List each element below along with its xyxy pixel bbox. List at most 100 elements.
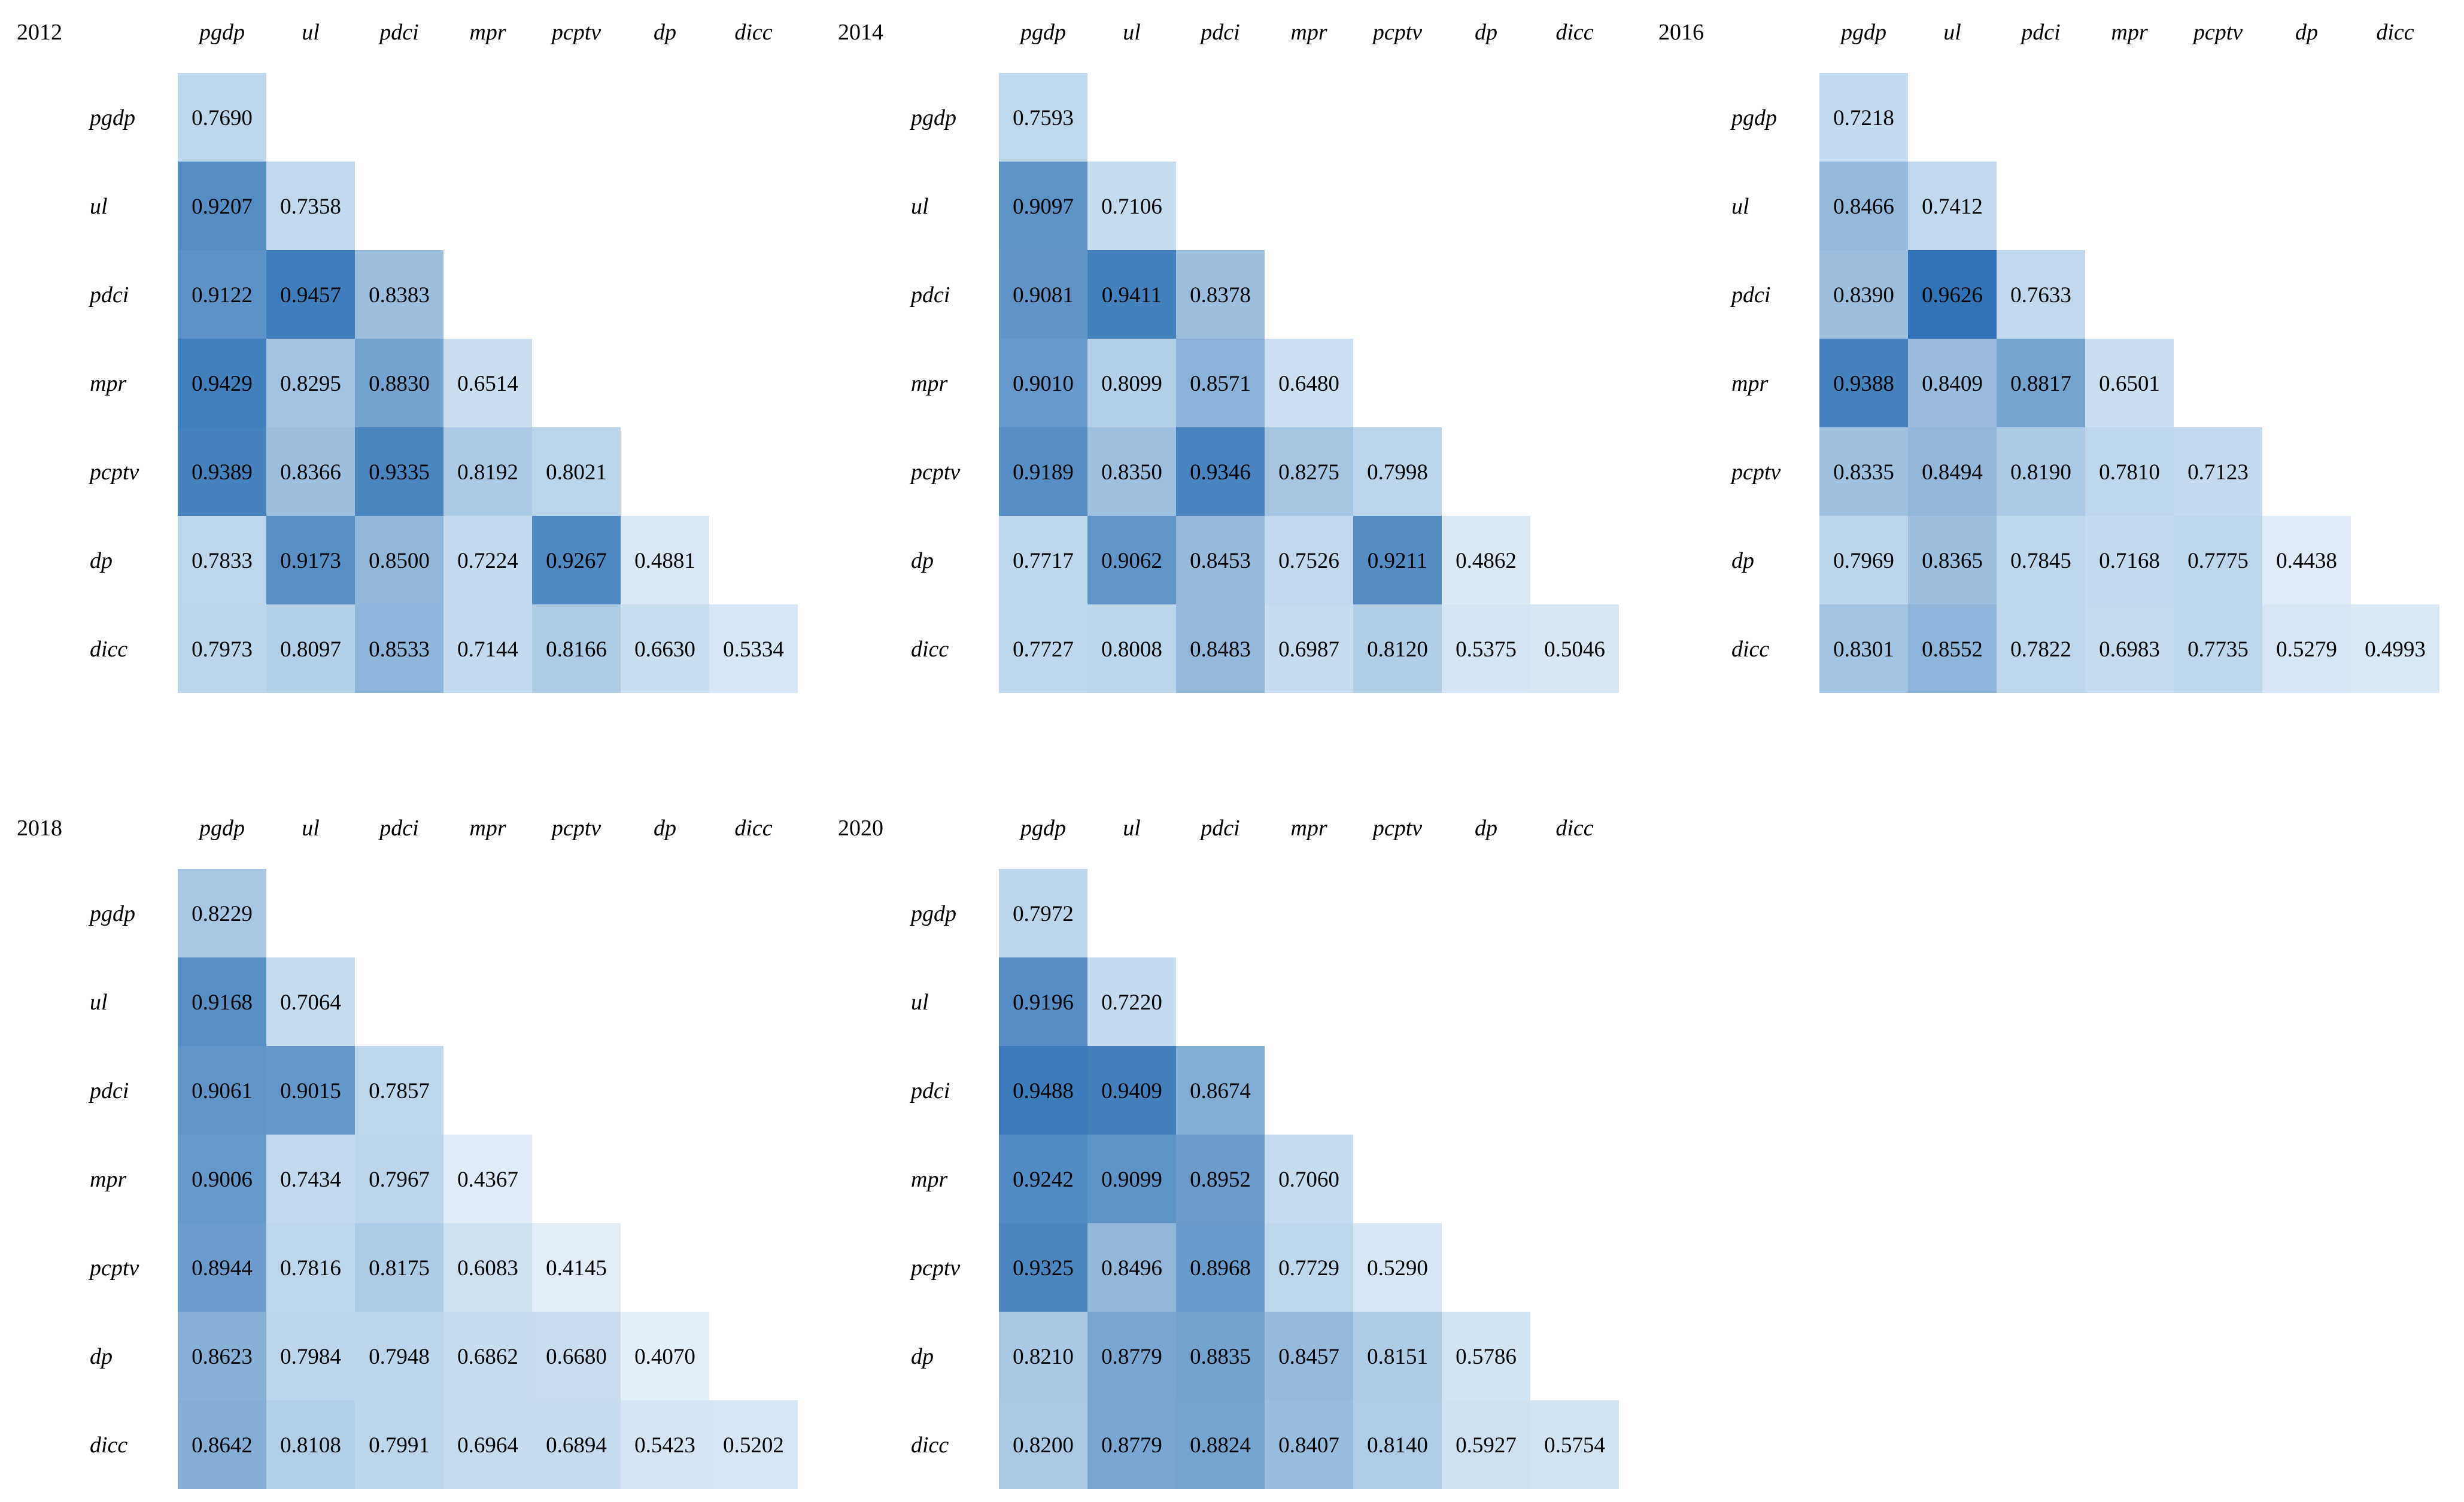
heatmap-cell: [178, 1046, 266, 1135]
row-label: pdci: [88, 1078, 129, 1103]
cell-value-label: 0.8552: [1922, 637, 1983, 662]
cell-value-label: 0.5279: [2276, 637, 2337, 662]
cell-value-label: 0.6480: [1278, 372, 1339, 396]
heatmap-cell: [178, 162, 266, 250]
heatmap-cell: [709, 604, 798, 693]
cell-value-label: 0.9242: [1013, 1167, 1074, 1192]
row-label: dicc: [90, 1433, 127, 1458]
row-label: pdci: [909, 282, 950, 308]
row-label: pcptv: [88, 460, 139, 485]
cell-value-label: 0.9325: [1013, 1256, 1074, 1281]
cell-value-label: 0.8378: [1190, 283, 1251, 308]
cell-value-label: 0.7060: [1278, 1167, 1339, 1192]
cell-value-label: 0.8494: [1922, 460, 1983, 485]
cell-value-label: 0.7967: [369, 1167, 430, 1192]
heatmap-cell: [178, 339, 266, 427]
cell-value-label: 0.8453: [1190, 549, 1251, 573]
heatmap-cell: [178, 250, 266, 339]
column-header: dicc: [1555, 20, 1593, 45]
heatmap-cell: [532, 1223, 621, 1312]
row-label: ul: [90, 990, 108, 1015]
heatmap-cell: [266, 1135, 355, 1223]
cell-value-label: 0.7973: [192, 637, 253, 662]
cell-value-label: 0.7972: [1013, 902, 1074, 926]
cell-value-label: 0.5290: [1367, 1256, 1428, 1281]
column-header: dicc: [2376, 20, 2414, 45]
heatmap-cell: [266, 427, 355, 516]
heatmap-cell: [1819, 427, 1908, 516]
heatmap-cell: [999, 1046, 1087, 1135]
cell-value-label: 0.7735: [2187, 637, 2249, 662]
cell-value-label: 0.8151: [1367, 1345, 1428, 1369]
heatmap-panel-2014: 2014 pgdp ul pdci mpr pcptv dp dicc pgdp ul pdci mp…: [838, 20, 1619, 693]
cell-value-label: 0.8366: [280, 460, 341, 485]
heatmap-cell: [1087, 1312, 1176, 1400]
cell-value-label: 0.9062: [1101, 549, 1162, 573]
heatmap-cell: [355, 339, 443, 427]
cell-value-label: 0.8365: [1922, 549, 1983, 573]
heatmap-cell: [443, 1400, 532, 1489]
cell-value-label: 0.7526: [1278, 549, 1339, 573]
heatmap-cell: [1176, 1400, 1265, 1489]
heatmap-cell: [1908, 339, 1997, 427]
cell-value-label: 0.7984: [280, 1345, 341, 1369]
row-label: mpr: [1731, 371, 1768, 396]
column-header: pgdp: [198, 20, 245, 45]
cell-value-label: 0.8830: [369, 372, 430, 396]
cell-value-label: 0.8533: [369, 637, 430, 662]
cell-value-label: 0.8968: [1190, 1256, 1251, 1281]
heatmap-cell: [178, 1312, 266, 1400]
heatmap-cell: [1442, 604, 1530, 693]
cell-value-label: 0.8229: [192, 902, 253, 926]
cell-value-label: 0.9006: [192, 1167, 253, 1192]
row-label: pdci: [909, 1078, 950, 1103]
heatmap-cell: [2085, 427, 2174, 516]
heatmap-cell: [1353, 1312, 1442, 1400]
heatmap-cell: [266, 1400, 355, 1489]
heatmap-cell: [1265, 604, 1353, 693]
heatmap-cell: [1265, 516, 1353, 604]
cell-value-label: 0.8409: [1922, 372, 1983, 396]
row-label: pgdp: [88, 105, 135, 130]
cell-value-label: 0.8483: [1190, 637, 1251, 662]
cell-value-label: 0.8140: [1367, 1433, 1428, 1458]
heatmap-cell: [1442, 1312, 1530, 1400]
heatmap-panel-2012: 2012 pgdp ul pdci mpr pcptv dp dicc pgdp ul pdci mp…: [17, 20, 798, 693]
heatmap-cell: [266, 162, 355, 250]
row-label: dicc: [911, 637, 949, 662]
heatmap-cell: [999, 869, 1087, 957]
row-label: pcptv: [909, 460, 960, 485]
heatmap-cell: [1087, 957, 1176, 1046]
cell-value-label: 0.8383: [369, 283, 430, 308]
heatmap-cell: [999, 957, 1087, 1046]
cell-value-label: 0.8457: [1278, 1345, 1339, 1369]
column-header: mpr: [469, 20, 506, 45]
column-header: mpr: [2111, 20, 2147, 45]
heatmap-cell: [1265, 1312, 1353, 1400]
panel-title: 2014: [838, 20, 883, 45]
heatmap-cell: [355, 1223, 443, 1312]
heatmap-cell: [355, 1046, 443, 1135]
cell-value-label: 0.8779: [1101, 1345, 1162, 1369]
cell-value-label: 0.7106: [1101, 194, 1162, 219]
heatmap-cell: [178, 73, 266, 162]
row-label: ul: [90, 194, 108, 219]
heatmap-cell: [999, 1223, 1087, 1312]
cell-value-label: 0.8496: [1101, 1256, 1162, 1281]
heatmap-cell: [1908, 162, 1997, 250]
cell-value-label: 0.8835: [1190, 1345, 1251, 1369]
cell-value-label: 0.6630: [634, 637, 695, 662]
heatmap-cell: [178, 1135, 266, 1223]
heatmap-cell: [2262, 516, 2351, 604]
heatmap-cell: [709, 1400, 798, 1489]
heatmap-cell: [355, 250, 443, 339]
column-header: dicc: [734, 20, 772, 45]
panel-title: 2012: [17, 20, 62, 45]
cell-value-label: 0.8674: [1190, 1079, 1251, 1103]
heatmap-cell: [178, 957, 266, 1046]
row-label: pgdp: [909, 901, 956, 926]
cell-value-label: 0.8571: [1190, 372, 1251, 396]
row-label: dp: [90, 548, 113, 573]
cell-value-label: 0.8952: [1190, 1167, 1251, 1192]
